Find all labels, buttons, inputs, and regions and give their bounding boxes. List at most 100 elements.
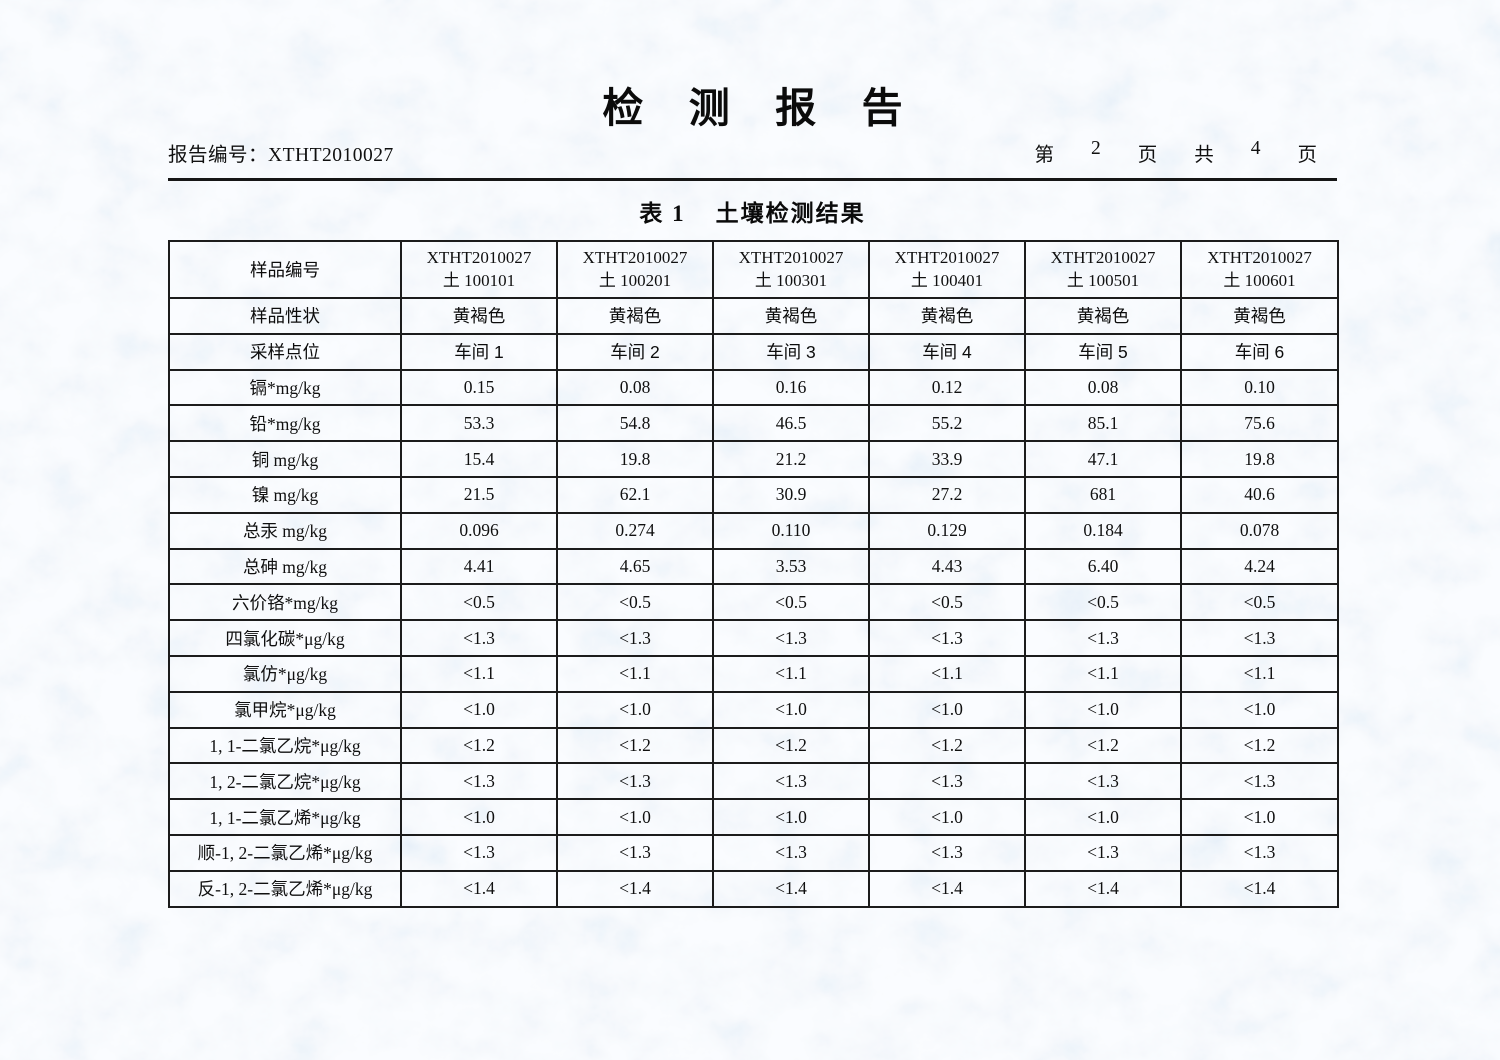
- row-label-sample-id: 样品编号: [168, 240, 402, 299]
- parameter-row: 镉*mg/kg 0.15 0.08 0.16 0.12 0.08 0.10: [168, 368, 1339, 407]
- parameter-row: 总砷 mg/kg 4.41 4.65 3.53 4.43 6.40 4.24: [168, 547, 1339, 586]
- appearance-cell: 黄褐色: [712, 297, 870, 335]
- sample-id-line1: XTHT2010027: [1207, 248, 1312, 268]
- parameter-value-cell: <1.3: [868, 619, 1026, 657]
- page-indicator-segment: 第: [1034, 145, 1054, 166]
- parameter-value-cell: <1.3: [556, 619, 714, 657]
- parameter-value-cell: <1.3: [1180, 833, 1339, 872]
- parameter-value-cell: 0.12: [868, 368, 1026, 407]
- parameter-value-cell: 0.078: [1180, 511, 1339, 550]
- parameter-value-cell: 75.6: [1180, 404, 1339, 443]
- sample-id-line2: 土 100301: [754, 270, 828, 290]
- sample-id-line1: XTHT2010027: [426, 248, 532, 268]
- parameter-value-cell: <1.0: [400, 690, 558, 729]
- location-cell: 车间 6: [1180, 332, 1339, 371]
- report-meta-row: 报告编号：XTHT2010027 第 2 页 共 4 页: [168, 138, 1337, 167]
- parameter-value-cell: <1.2: [1024, 726, 1182, 765]
- parameter-value-cell: <1.2: [712, 726, 870, 765]
- parameter-value-cell: <1.3: [556, 762, 714, 801]
- parameter-value-cell: <1.3: [1024, 762, 1182, 801]
- sample-id-line2: 土 100101: [442, 270, 516, 290]
- page-indicator-segment: 页: [1137, 145, 1158, 166]
- sample-id-line2: 土 100201: [598, 270, 672, 290]
- parameter-value-cell: 54.8: [556, 404, 714, 443]
- parameter-value-cell: <1.0: [868, 798, 1026, 836]
- sample-id-cell: XTHT2010027 土 100401: [868, 240, 1026, 299]
- page-total-number: 4: [1250, 138, 1261, 159]
- parameter-row: 六价铬*mg/kg <0.5 <0.5 <0.5 <0.5 <0.5 <0.5: [168, 583, 1339, 622]
- parameter-label: 总砷 mg/kg: [168, 547, 402, 586]
- parameter-value-cell: <1.1: [868, 654, 1026, 693]
- parameter-value-cell: <0.5: [400, 583, 558, 622]
- parameter-value-cell: <1.3: [556, 833, 714, 872]
- parameter-row: 1, 1-二氯乙烯*μg/kg <1.0 <1.0 <1.0 <1.0 <1.0 <1.0: [168, 798, 1339, 836]
- parameter-label: 铜 mg/kg: [168, 440, 402, 478]
- parameter-value-cell: <1.0: [868, 690, 1026, 729]
- sample-id-cell: XTHT2010027 土 100101: [400, 240, 558, 299]
- location-cell: 车间 5: [1024, 332, 1182, 371]
- parameter-value-cell: <1.1: [712, 654, 870, 693]
- parameter-row: 顺-1, 2-二氯乙烯*μg/kg <1.3 <1.3 <1.3 <1.3 <1.3 <1.…: [168, 833, 1339, 872]
- parameter-value-cell: 30.9: [712, 475, 870, 514]
- table-caption-title: 土壤检测结果: [715, 201, 866, 226]
- page-indicator: 第 2 页 共 4 页: [1034, 138, 1317, 167]
- parameter-label: 四氯化碳*μg/kg: [168, 619, 402, 657]
- parameter-value-cell: <1.3: [712, 619, 870, 657]
- parameter-value-cell: 0.096: [400, 511, 558, 550]
- sample-id-line1: XTHT2010027: [582, 248, 688, 268]
- parameter-row: 氯仿*μg/kg <1.1 <1.1 <1.1 <1.1 <1.1 <1.1: [168, 654, 1339, 693]
- parameter-value-cell: <1.2: [400, 726, 558, 765]
- sample-id-line2: 土 100401: [910, 270, 984, 290]
- parameter-value-cell: 55.2: [868, 404, 1026, 443]
- parameter-value-cell: <1.3: [400, 619, 558, 657]
- parameter-value-cell: 62.1: [556, 475, 714, 514]
- parameter-value-cell: <1.4: [400, 869, 558, 908]
- parameter-label: 反-1, 2-二氯乙烯*μg/kg: [168, 869, 402, 908]
- sample-id-line1: XTHT2010027: [1050, 248, 1156, 268]
- parameter-value-cell: 4.41: [400, 547, 558, 586]
- parameter-value-cell: <1.0: [556, 798, 714, 836]
- parameter-value-cell: <1.0: [1180, 798, 1339, 836]
- parameter-value-cell: <1.3: [1024, 833, 1182, 872]
- parameter-value-cell: 4.24: [1180, 547, 1339, 586]
- parameter-value-cell: 33.9: [868, 440, 1026, 478]
- parameter-value-cell: 0.15: [400, 368, 558, 407]
- parameter-value-cell: <1.0: [556, 690, 714, 729]
- page-indicator-segment: 页: [1297, 145, 1317, 166]
- parameter-value-cell: <1.2: [1180, 726, 1339, 765]
- parameter-value-cell: <1.4: [556, 869, 714, 908]
- parameter-value-cell: <1.3: [868, 833, 1026, 872]
- parameter-row: 四氯化碳*μg/kg <1.3 <1.3 <1.3 <1.3 <1.3 <1.3: [168, 619, 1339, 657]
- parameter-row: 反-1, 2-二氯乙烯*μg/kg <1.4 <1.4 <1.4 <1.4 <1.4 <1.…: [168, 869, 1339, 908]
- appearance-cell: 黄褐色: [400, 297, 558, 335]
- parameter-value-cell: 21.5: [400, 475, 558, 514]
- parameter-value-cell: <1.0: [400, 798, 558, 836]
- sample-id-cell: XTHT2010027 土 100201: [556, 240, 714, 299]
- results-table-body: 样品编号 XTHT2010027 土 100101 XTHT2010027 土 1002…: [168, 240, 1339, 908]
- sample-id-line2: 土 100501: [1066, 270, 1140, 290]
- parameter-value-cell: 0.08: [556, 368, 714, 407]
- parameter-value-cell: 4.43: [868, 547, 1026, 586]
- parameter-label: 总汞 mg/kg: [168, 511, 402, 550]
- parameter-label: 镉*mg/kg: [168, 368, 402, 407]
- parameter-value-cell: 6.40: [1024, 547, 1182, 586]
- parameter-value-cell: <1.0: [1024, 690, 1182, 729]
- parameter-value-cell: <1.4: [1024, 869, 1182, 908]
- parameter-value-cell: 0.110: [712, 511, 870, 550]
- location-cell: 车间 3: [712, 332, 870, 371]
- parameter-value-cell: <0.5: [868, 583, 1026, 622]
- parameter-value-cell: 21.2: [712, 440, 870, 478]
- sample-id-row: 样品编号 XTHT2010027 土 100101 XTHT2010027 土 1002…: [168, 240, 1339, 299]
- parameter-value-cell: 53.3: [400, 404, 558, 443]
- parameter-value-cell: <1.3: [400, 762, 558, 801]
- page-title: 检 测 报 告: [602, 85, 920, 131]
- table-caption-number: 表 1: [639, 201, 686, 226]
- sample-id-cell: XTHT2010027 土 100501: [1024, 240, 1182, 299]
- parameter-value-cell: 19.8: [1180, 440, 1339, 478]
- location-cell: 车间 1: [400, 332, 558, 371]
- page-indicator-segment: 共: [1194, 145, 1214, 166]
- parameter-value-cell: <0.5: [1180, 583, 1339, 622]
- sample-id-line1: XTHT2010027: [738, 248, 844, 268]
